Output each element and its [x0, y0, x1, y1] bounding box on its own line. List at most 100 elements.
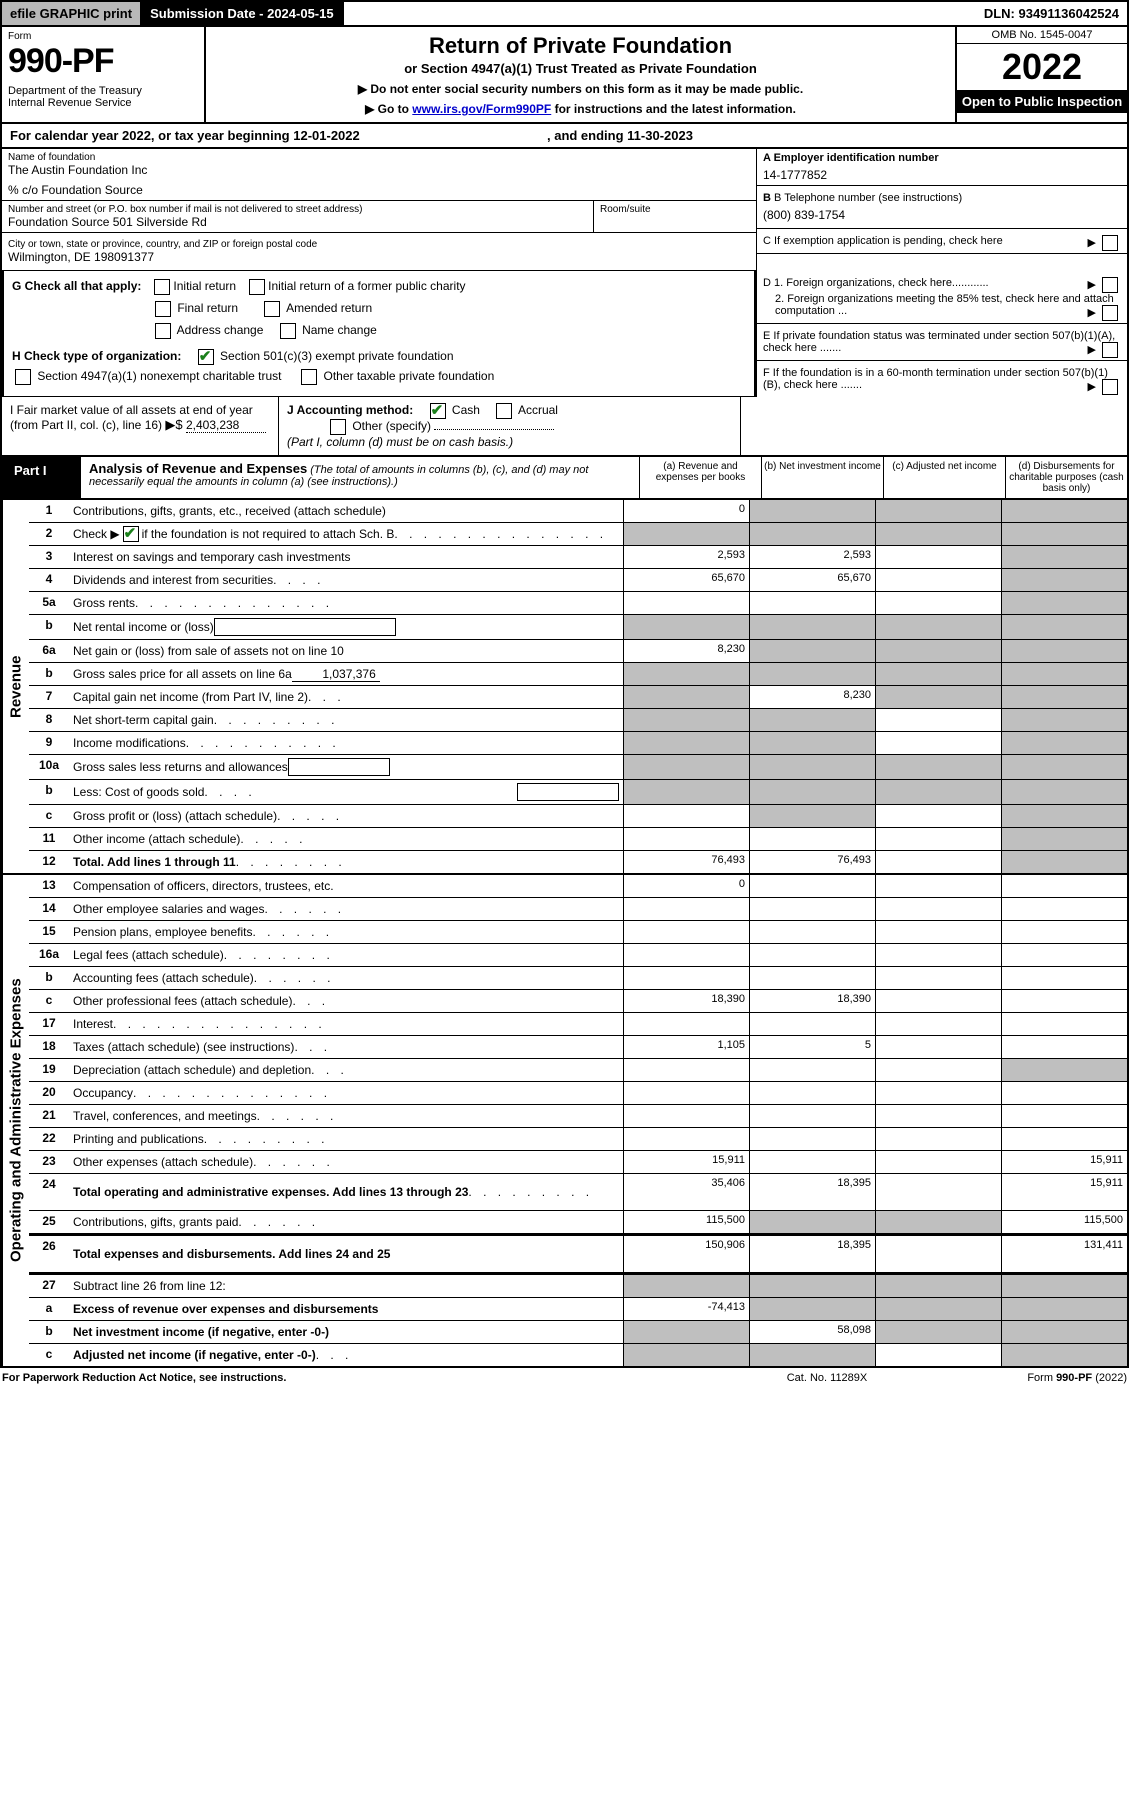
h-501-chk[interactable]	[198, 349, 214, 365]
d2-chk[interactable]	[1102, 305, 1118, 321]
l10b-c	[875, 780, 1001, 804]
l16c-a: 18,390	[623, 990, 749, 1012]
c-checkbox[interactable]	[1102, 235, 1118, 251]
name-label: Name of foundation	[8, 152, 750, 163]
l19-d	[1001, 1059, 1127, 1081]
line-16a: 16a Legal fees (attach schedule) . . . .…	[29, 944, 1127, 967]
l2-a	[623, 523, 749, 545]
line-15: 15 Pension plans, employee benefits . . …	[29, 921, 1127, 944]
line-6b: b Gross sales price for all assets on li…	[29, 663, 1127, 686]
room-cell: Room/suite	[594, 201, 756, 233]
l16b-d	[1001, 967, 1127, 989]
l22-b	[749, 1128, 875, 1150]
g-amended-chk[interactable]	[264, 301, 280, 317]
l21-text: Travel, conferences, and meetings	[73, 1109, 257, 1123]
l27a-desc: Excess of revenue over expenses and disb…	[69, 1298, 623, 1320]
h-other-chk[interactable]	[301, 369, 317, 385]
l9-text: Income modifications	[73, 736, 186, 750]
l16a-c	[875, 944, 1001, 966]
l24-d: 15,911	[1001, 1174, 1127, 1210]
l1-b	[749, 500, 875, 522]
h-other: Other taxable private foundation	[324, 369, 495, 383]
l19-b	[749, 1059, 875, 1081]
line-5b: b Net rental income or (loss)	[29, 615, 1127, 640]
l17-b	[749, 1013, 875, 1035]
j-label: J Accounting method:	[287, 403, 413, 417]
l3-num: 3	[29, 546, 69, 568]
h-501: Section 501(c)(3) exempt private foundat…	[220, 349, 453, 363]
l21-dots: . . . . . .	[257, 1109, 619, 1123]
f-chk[interactable]	[1102, 379, 1118, 395]
efile-label[interactable]: efile GRAPHIC print	[2, 2, 142, 25]
l27c-dots: . . .	[316, 1348, 619, 1362]
l10b-a	[623, 780, 749, 804]
instructions-link[interactable]: www.irs.gov/Form990PF	[412, 102, 551, 116]
l5b-box	[214, 618, 396, 636]
l1-num: 1	[29, 500, 69, 522]
line-8: 8 Net short-term capital gain . . . . . …	[29, 709, 1127, 732]
revenue-table: Revenue 1 Contributions, gifts, grants, …	[0, 500, 1129, 875]
l5b-b	[749, 615, 875, 639]
d2-row: 2. Foreign organizations meeting the 85%…	[763, 293, 1121, 317]
g-initial-chk[interactable]	[154, 279, 170, 295]
l20-a	[623, 1082, 749, 1104]
l4-a: 65,670	[623, 569, 749, 591]
l15-c	[875, 921, 1001, 943]
form-title: Return of Private Foundation	[214, 33, 947, 59]
j-accrual-chk[interactable]	[496, 403, 512, 419]
line-16c: c Other professional fees (attach schedu…	[29, 990, 1127, 1013]
l3-c	[875, 546, 1001, 568]
l6a-b	[749, 640, 875, 662]
open-public: Open to Public Inspection	[957, 90, 1127, 113]
l21-d	[1001, 1105, 1127, 1127]
line-13: 13 Compensation of officers, directors, …	[29, 875, 1127, 898]
h-4947-chk[interactable]	[15, 369, 31, 385]
l20-num: 20	[29, 1082, 69, 1104]
part1-title: Analysis of Revenue and Expenses	[89, 461, 307, 476]
l11-b	[749, 828, 875, 850]
line-5a: 5a Gross rents . . . . . . . . . . . . .…	[29, 592, 1127, 615]
l22-c	[875, 1128, 1001, 1150]
g-amended: Amended return	[286, 301, 372, 315]
l16b-c	[875, 967, 1001, 989]
line-11: 11 Other income (attach schedule) . . . …	[29, 828, 1127, 851]
e-label: E If private foundation status was termi…	[763, 330, 1115, 354]
e-chk[interactable]	[1102, 342, 1118, 358]
form-header: Form 990-PF Department of the Treasury I…	[0, 27, 1129, 124]
d1-chk[interactable]	[1102, 277, 1118, 293]
j-cash-chk[interactable]	[430, 403, 446, 419]
l16a-b	[749, 944, 875, 966]
l9-desc: Income modifications . . . . . . . . . .…	[69, 732, 623, 754]
l1-desc: Contributions, gifts, grants, etc., rece…	[69, 500, 623, 522]
l9-b	[749, 732, 875, 754]
line-4: 4 Dividends and interest from securities…	[29, 569, 1127, 592]
l21-c	[875, 1105, 1001, 1127]
l15-d	[1001, 921, 1127, 943]
l10a-num: 10a	[29, 755, 69, 779]
l16c-desc: Other professional fees (attach schedule…	[69, 990, 623, 1012]
l20-text: Occupancy	[73, 1086, 133, 1100]
g-name-chk[interactable]	[280, 323, 296, 339]
j-cell: J Accounting method: Cash Accrual Other …	[279, 397, 741, 455]
l5b-c	[875, 615, 1001, 639]
l6b-num: b	[29, 663, 69, 685]
g-addr-chk[interactable]	[155, 323, 171, 339]
l27c-c	[875, 1344, 1001, 1366]
l11-text: Other income (attach schedule)	[73, 832, 240, 846]
l2-chk[interactable]	[123, 526, 139, 542]
l6b-val: 1,037,376	[292, 667, 380, 682]
l27-desc: Subtract line 26 from line 12:	[69, 1275, 623, 1297]
g-final-chk[interactable]	[155, 301, 171, 317]
l25-d: 115,500	[1001, 1211, 1127, 1233]
l10c-desc: Gross profit or (loss) (attach schedule)…	[69, 805, 623, 827]
g-initial-former-chk[interactable]	[249, 279, 265, 295]
l18-b: 5	[749, 1036, 875, 1058]
h-label: H Check type of organization:	[12, 349, 181, 363]
l2-c	[875, 523, 1001, 545]
l16c-num: c	[29, 990, 69, 1012]
l13-b	[749, 875, 875, 897]
j-other-chk[interactable]	[330, 419, 346, 435]
l10c-dots: . . . . .	[277, 809, 619, 823]
phone-label-text: B Telephone number (see instructions)	[774, 192, 962, 204]
form-number: 990-PF	[8, 42, 198, 81]
